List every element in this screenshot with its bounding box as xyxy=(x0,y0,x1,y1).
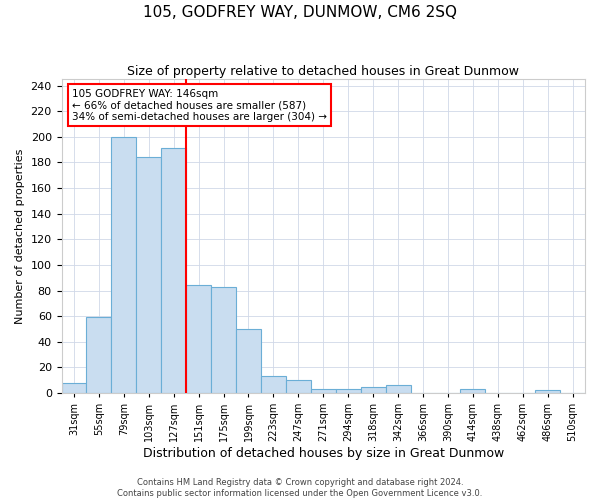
Bar xyxy=(311,389,336,393)
Y-axis label: Number of detached properties: Number of detached properties xyxy=(15,148,25,324)
Bar xyxy=(386,386,410,393)
Bar xyxy=(460,389,485,393)
Title: Size of property relative to detached houses in Great Dunmow: Size of property relative to detached ho… xyxy=(127,65,519,78)
Bar xyxy=(261,376,286,393)
Text: 105, GODFREY WAY, DUNMOW, CM6 2SQ: 105, GODFREY WAY, DUNMOW, CM6 2SQ xyxy=(143,5,457,20)
Text: Contains HM Land Registry data © Crown copyright and database right 2024.
Contai: Contains HM Land Registry data © Crown c… xyxy=(118,478,482,498)
X-axis label: Distribution of detached houses by size in Great Dunmow: Distribution of detached houses by size … xyxy=(143,447,504,460)
Bar xyxy=(112,137,136,393)
Bar xyxy=(186,286,211,393)
Bar xyxy=(86,318,112,393)
Bar xyxy=(361,386,386,393)
Bar xyxy=(62,383,86,393)
Bar xyxy=(286,380,311,393)
Bar xyxy=(535,390,560,393)
Bar xyxy=(161,148,186,393)
Bar xyxy=(336,389,361,393)
Bar xyxy=(236,329,261,393)
Text: 105 GODFREY WAY: 146sqm
← 66% of detached houses are smaller (587)
34% of semi-d: 105 GODFREY WAY: 146sqm ← 66% of detache… xyxy=(72,88,327,122)
Bar xyxy=(136,158,161,393)
Bar xyxy=(211,286,236,393)
